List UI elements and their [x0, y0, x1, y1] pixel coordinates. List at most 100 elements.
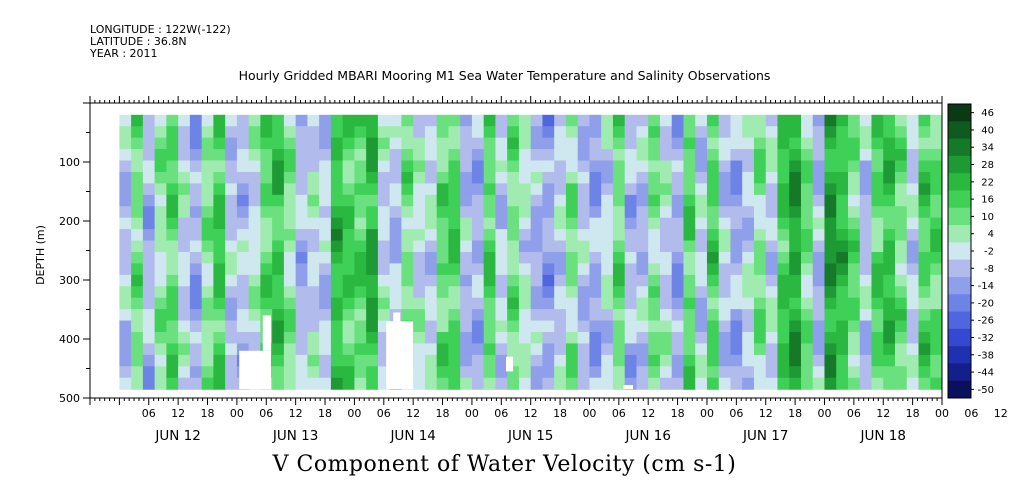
heatmap-cell	[495, 171, 508, 184]
heatmap-cell	[436, 251, 450, 264]
heatmap-cell	[789, 263, 802, 276]
heatmap-cell	[495, 160, 508, 173]
heatmap-cell	[213, 149, 226, 162]
heatmap-cell	[448, 171, 461, 184]
heatmap-cell	[401, 149, 414, 162]
heatmap-cell	[413, 286, 426, 299]
heatmap-cell	[847, 126, 861, 139]
heatmap-cell	[906, 320, 920, 333]
heatmap-cell	[765, 194, 779, 207]
heatmap-cell	[847, 331, 861, 345]
heatmap-cell	[742, 171, 755, 184]
heatmap-cell	[260, 229, 273, 242]
heatmap-cell	[624, 240, 638, 253]
heatmap-cell	[706, 343, 720, 356]
heatmap-cell	[859, 126, 873, 139]
heatmap-cell	[601, 274, 614, 287]
heatmap-cell	[225, 114, 238, 127]
heatmap-cell	[906, 377, 920, 390]
heatmap-cell	[377, 171, 391, 184]
heatmap-cell	[612, 343, 626, 356]
heatmap-cell	[401, 183, 414, 196]
heatmap-cell	[460, 240, 473, 253]
heatmap-cell	[483, 126, 497, 139]
heatmap-cell	[930, 286, 942, 299]
heatmap-cell	[530, 206, 544, 219]
heatmap-cell	[495, 286, 508, 299]
heatmap-cell	[319, 194, 332, 207]
heatmap-cell	[577, 331, 591, 345]
heatmap-cell	[648, 297, 661, 310]
heatmap-cell	[777, 137, 790, 150]
heatmap-cell	[706, 320, 720, 333]
heatmap-cell	[636, 274, 649, 287]
heatmap-cell	[894, 137, 908, 150]
heatmap-cell	[742, 240, 755, 253]
heatmap-cell	[424, 149, 438, 162]
heatmap-cell	[777, 251, 790, 264]
heatmap-cell	[659, 194, 673, 207]
heatmap-cell	[319, 331, 332, 345]
x-hour-label: 18	[436, 407, 450, 420]
heatmap-cell	[765, 297, 779, 310]
heatmap-cell	[342, 309, 356, 322]
heatmap-cell	[225, 206, 238, 219]
x-day-label: JUN 14	[389, 428, 435, 444]
heatmap-cell	[836, 331, 849, 345]
heatmap-cell	[789, 217, 802, 230]
heatmap-cell	[507, 229, 520, 242]
heatmap-cell	[530, 149, 544, 162]
heatmap-cell	[565, 217, 579, 230]
heatmap-cell	[283, 251, 297, 264]
heatmap-cell	[554, 137, 567, 150]
heatmap-cell	[695, 354, 708, 367]
heatmap-cell	[154, 137, 167, 150]
heatmap-cell	[448, 229, 461, 242]
heatmap-cell	[695, 286, 708, 299]
heatmap-cell	[824, 366, 837, 379]
heatmap-cell	[401, 286, 414, 299]
heatmap-cell	[225, 217, 238, 230]
heatmap-cell	[201, 114, 214, 127]
heatmap-cell	[236, 240, 250, 253]
heatmap-cell	[859, 286, 873, 299]
heatmap-cell	[589, 274, 602, 287]
heatmap-cell	[671, 137, 685, 150]
heatmap-cell	[753, 331, 767, 345]
heatmap-cell	[201, 331, 214, 345]
heatmap-cell	[565, 240, 579, 253]
heatmap-cell	[436, 171, 450, 184]
heatmap-cell	[695, 297, 708, 310]
heatmap-cell	[471, 240, 485, 253]
heatmap-cell	[800, 377, 814, 390]
heatmap-cell	[718, 366, 732, 379]
heatmap-cell	[471, 343, 485, 356]
heatmap-cell	[389, 171, 403, 184]
heatmap-cell	[706, 126, 720, 139]
heatmap-cell	[260, 274, 273, 287]
heatmap-cell	[718, 354, 732, 367]
heatmap-cell	[800, 251, 814, 264]
heatmap-cell	[283, 194, 297, 207]
heatmap-cell	[448, 114, 461, 127]
heatmap-cell	[330, 217, 344, 230]
heatmap-cell	[753, 183, 767, 196]
heatmap-cell	[624, 331, 638, 345]
heatmap-cell	[824, 263, 837, 276]
colorbar-swatch	[948, 242, 971, 261]
heatmap-cell	[624, 229, 638, 242]
heatmap-cell	[530, 183, 544, 196]
heatmap-cell	[624, 286, 638, 299]
heatmap-cell	[530, 309, 544, 322]
heatmap-cell	[272, 331, 285, 345]
heatmap-cell	[730, 343, 743, 356]
heatmap-cell	[859, 229, 873, 242]
heatmap-cell	[248, 114, 261, 127]
heatmap-cell	[213, 320, 226, 333]
heatmap-cell	[530, 354, 544, 367]
heatmap-cell	[236, 206, 250, 219]
heatmap-cell	[730, 194, 743, 207]
heatmap-cell	[612, 274, 626, 287]
heatmap-cell	[753, 160, 767, 173]
heatmap-cell	[178, 194, 191, 207]
